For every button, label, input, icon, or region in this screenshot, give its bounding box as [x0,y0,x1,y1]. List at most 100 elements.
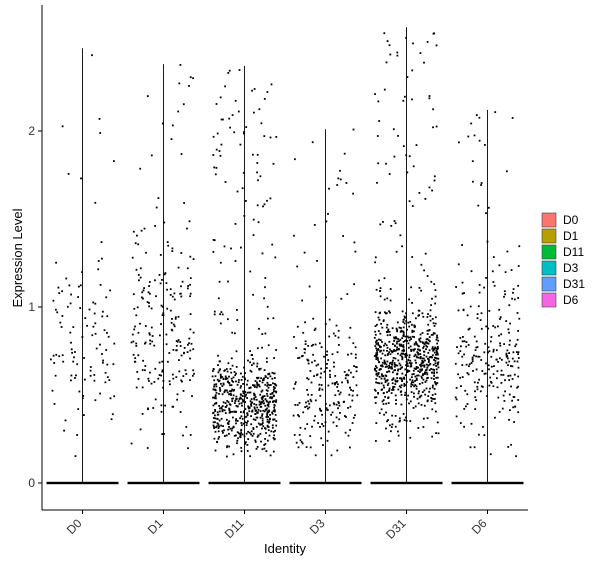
point [213,427,215,429]
point [332,332,335,335]
point [344,377,347,380]
point [410,391,413,393]
point [236,431,239,434]
point [271,377,274,380]
point [215,425,218,428]
point [214,449,217,452]
point [221,405,224,407]
point [186,351,189,353]
point [414,325,416,328]
point [421,357,424,360]
point [229,384,231,387]
point [243,435,246,438]
point [233,434,236,437]
point [81,397,84,400]
point [416,351,419,353]
point [399,234,402,237]
point [435,368,438,371]
point [384,311,386,314]
point [93,379,96,382]
point [261,333,264,335]
point [338,402,340,404]
point [383,377,386,380]
point [245,441,247,444]
point [258,368,261,371]
point [487,327,490,330]
point [339,391,342,394]
point [503,295,505,298]
point [410,383,413,385]
point [144,325,147,327]
point [391,327,394,330]
point [175,344,178,347]
point [313,419,316,422]
point [172,405,174,408]
point [61,315,64,317]
point [94,201,97,204]
point [424,371,426,374]
point [421,391,424,393]
point [459,376,461,379]
point [337,407,339,410]
point [320,410,323,412]
point [102,359,104,362]
point [512,288,515,290]
point [418,309,421,312]
point [72,360,75,363]
point [404,374,407,376]
point [424,252,427,255]
point [99,284,102,286]
point [304,406,307,408]
point [393,350,396,352]
point [322,444,324,446]
point [227,428,229,431]
point [214,389,217,392]
point [387,419,389,421]
point [77,296,79,298]
point [317,363,320,366]
point [175,376,178,378]
point [267,401,270,404]
point [182,375,185,377]
point [259,432,262,435]
point [213,385,215,388]
point [506,357,509,360]
point [419,333,422,336]
point [60,326,63,328]
point [433,179,436,182]
point [227,380,229,383]
point [384,381,387,384]
point [490,340,492,343]
point [171,250,174,252]
point [227,401,230,403]
point [130,442,133,445]
point [473,446,476,449]
point [351,422,354,424]
point [389,424,391,427]
point [274,387,276,389]
point [332,421,335,424]
point [424,341,427,344]
point [401,352,404,355]
point [275,391,278,394]
point [169,294,172,296]
point [212,368,215,371]
point [257,422,260,425]
point [70,379,72,382]
point [246,414,249,416]
point [76,434,78,436]
point [266,414,269,417]
point [435,383,438,386]
point [58,292,61,294]
point [162,386,164,389]
point [261,423,263,426]
point [273,372,276,375]
point [353,241,356,244]
point [400,352,403,355]
point [239,396,242,399]
point [384,366,387,368]
point [171,373,174,376]
point [433,398,436,400]
point [405,339,407,342]
point [477,204,480,207]
